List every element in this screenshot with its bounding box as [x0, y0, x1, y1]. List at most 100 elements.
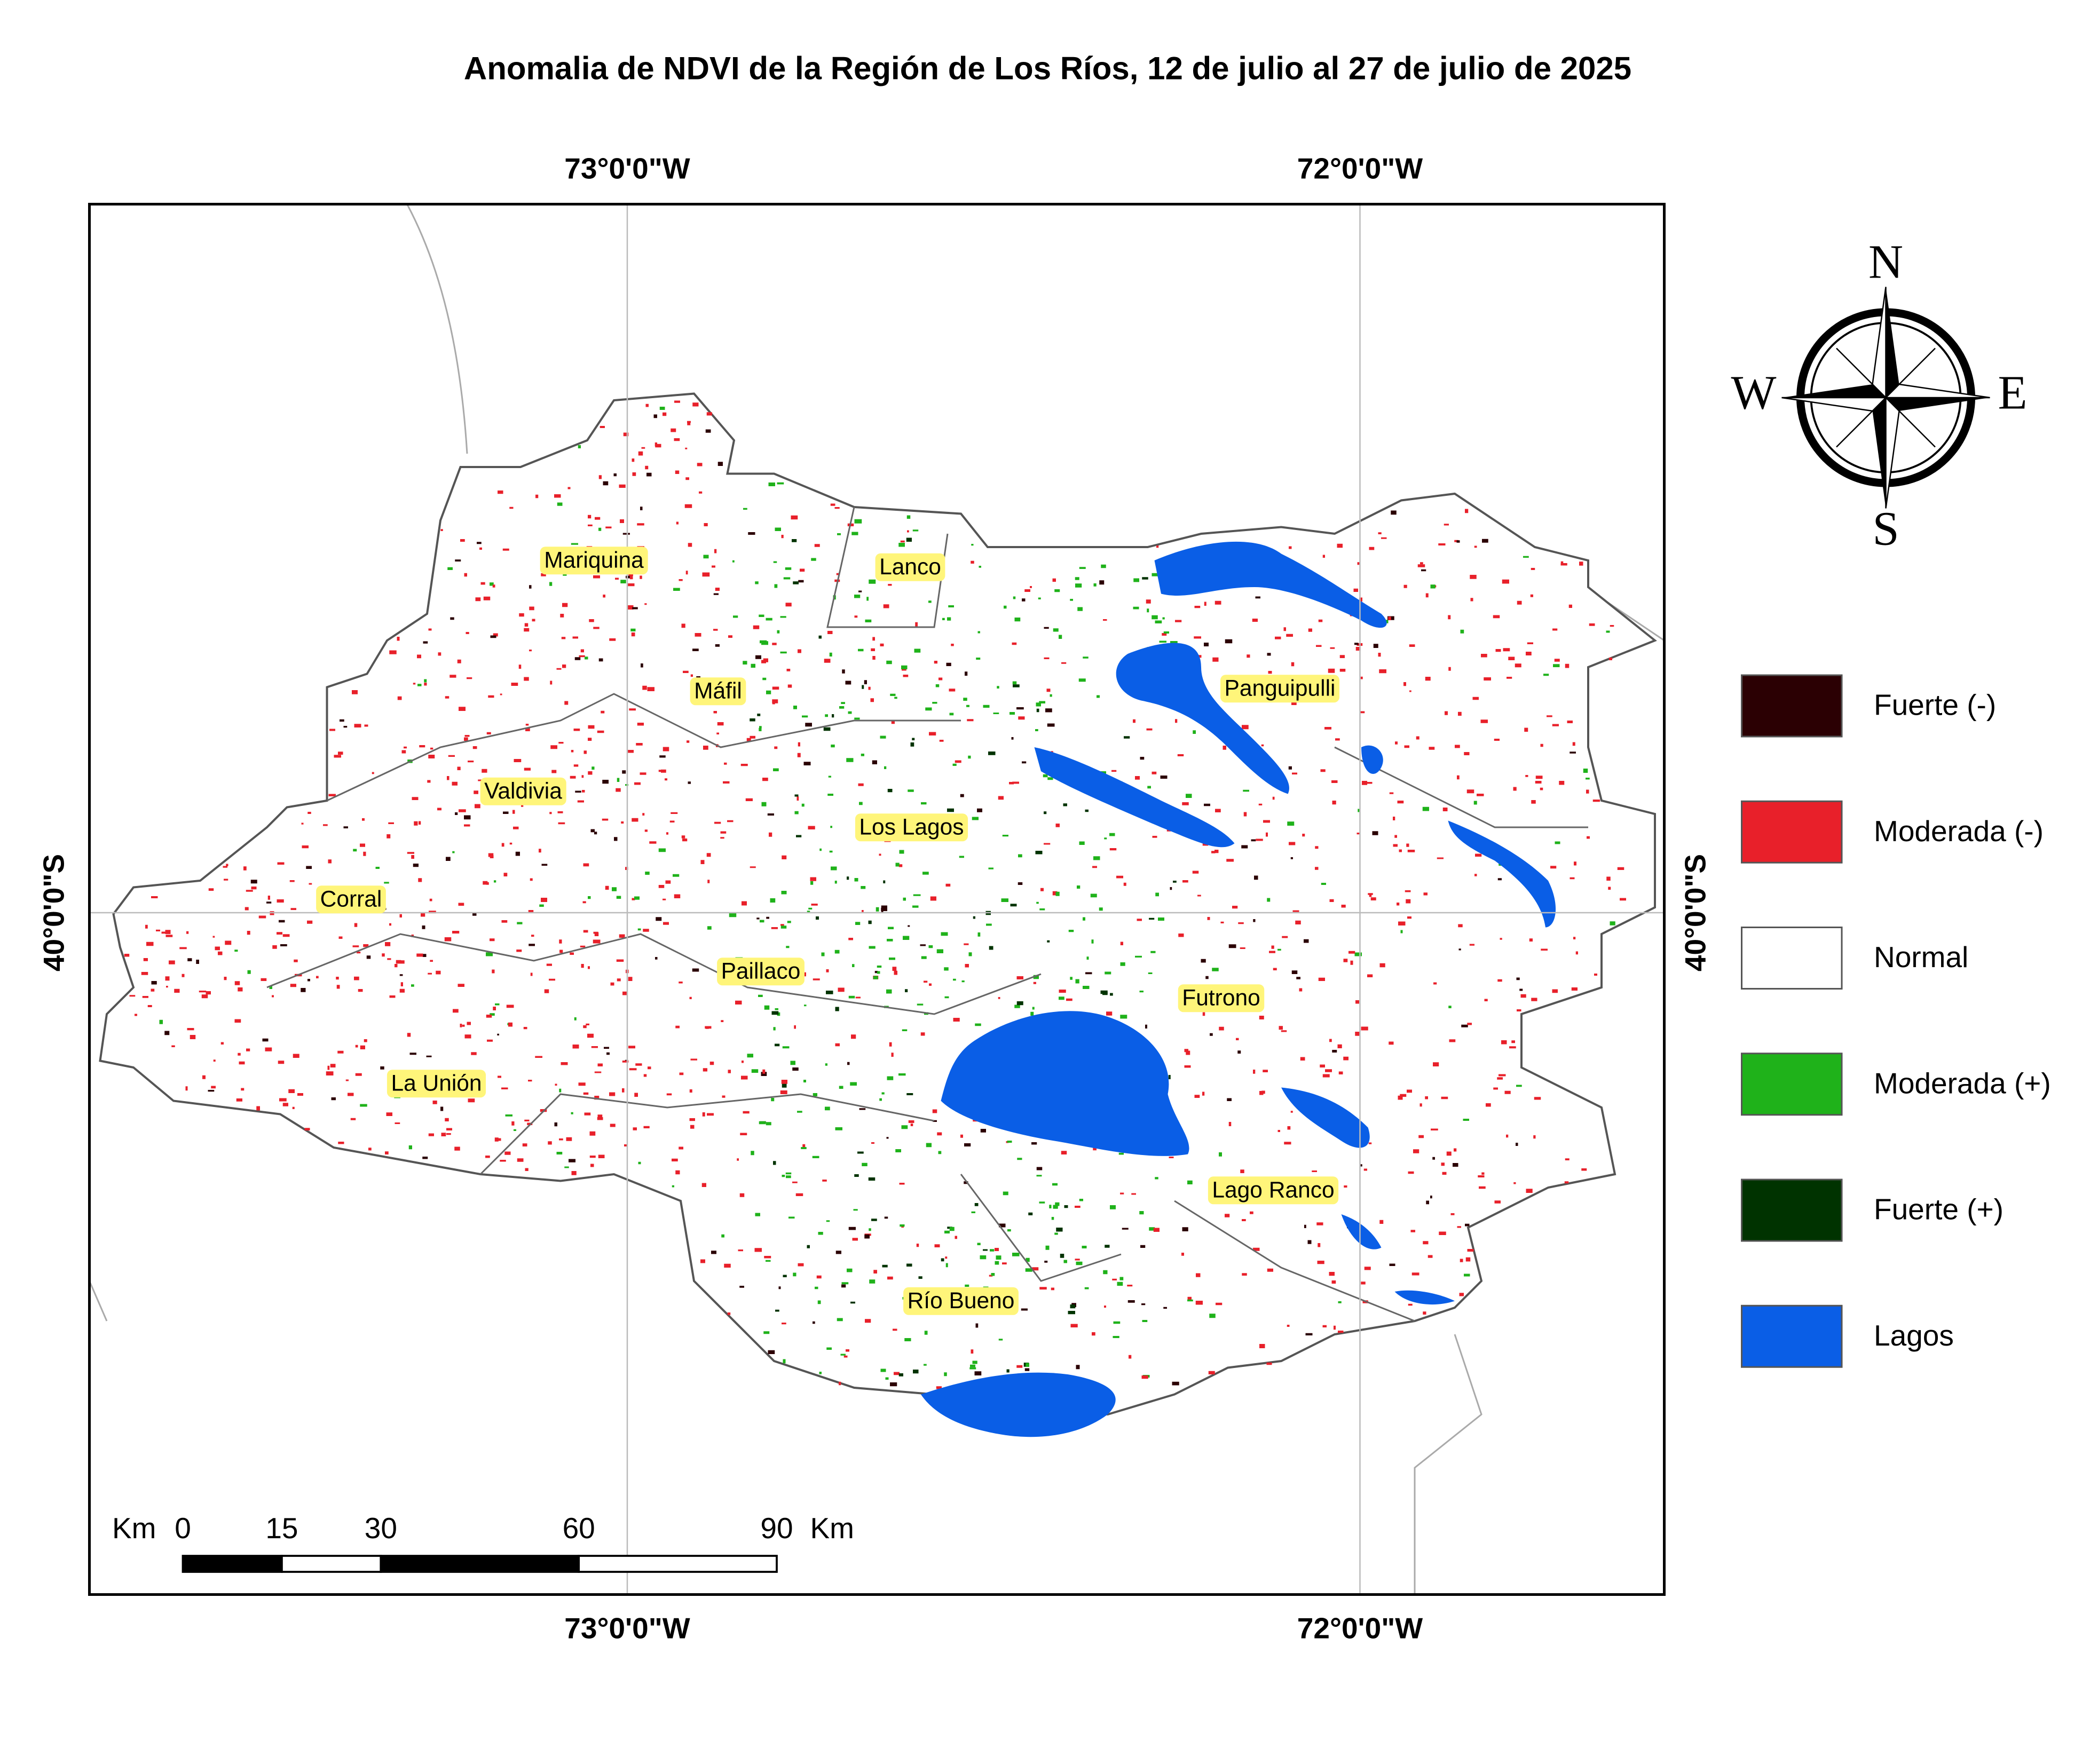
- anomaly-pixel: [454, 1146, 460, 1151]
- place-label-bg: [480, 777, 566, 805]
- anomaly-pixel: [1454, 540, 1458, 542]
- anomaly-pixel: [1446, 1151, 1452, 1156]
- anomaly-pixel: [1507, 677, 1512, 679]
- anomaly-pixel: [1442, 1172, 1447, 1175]
- anomaly-pixel: [622, 533, 630, 535]
- anomaly-pixel: [857, 1151, 864, 1154]
- anomaly-pixel: [483, 881, 488, 885]
- anomaly-pixel: [926, 1143, 932, 1148]
- anomaly-pixel: [446, 857, 451, 861]
- anomaly-pixel: [1016, 1001, 1023, 1006]
- anomaly-pixel: [609, 638, 616, 641]
- anomaly-pixel: [1076, 1261, 1083, 1265]
- anomaly-pixel: [1021, 1308, 1028, 1311]
- anomaly-pixel: [1473, 801, 1477, 805]
- anomaly-pixel: [928, 945, 933, 948]
- anomaly-pixel: [880, 643, 884, 646]
- anomaly-pixel: [944, 1230, 950, 1233]
- anomaly-pixel: [837, 533, 841, 535]
- anomaly-pixel: [1219, 1152, 1222, 1157]
- anomaly-pixel: [793, 706, 797, 709]
- anomaly-pixel: [1182, 1227, 1188, 1231]
- anomaly-pixel: [839, 1381, 841, 1386]
- scale-tick-label: 30: [365, 1512, 397, 1545]
- anomaly-pixel: [1120, 1015, 1127, 1019]
- anomaly-pixel: [793, 581, 799, 584]
- anomaly-pixel: [1267, 1268, 1273, 1272]
- anomaly-pixel: [714, 821, 721, 824]
- anomaly-pixel: [778, 1286, 781, 1290]
- anomaly-pixel: [720, 837, 724, 839]
- anomaly-pixel: [1531, 998, 1537, 1001]
- anomaly-pixel: [1318, 977, 1325, 981]
- anomaly-pixel: [827, 794, 833, 796]
- anomaly-pixel: [328, 859, 332, 864]
- anomaly-pixel: [645, 465, 649, 470]
- anomaly-pixel: [1288, 766, 1292, 770]
- anomaly-pixel: [924, 1331, 928, 1335]
- anomaly-pixel: [615, 578, 619, 580]
- anomaly-pixel: [1370, 897, 1376, 900]
- anomaly-pixel: [846, 1349, 849, 1352]
- anomaly-pixel: [601, 710, 605, 714]
- anomaly-pixel: [1116, 875, 1123, 879]
- anomaly-pixel: [1456, 540, 1460, 543]
- anomaly-pixel: [1169, 1157, 1174, 1158]
- anomaly-pixel: [1570, 752, 1576, 754]
- legend-label: Lagos: [1874, 1319, 1954, 1352]
- anomaly-pixel: [929, 732, 936, 735]
- anomaly-pixel: [727, 820, 734, 822]
- anomaly-pixel: [881, 907, 887, 911]
- anomaly-pixel: [840, 1354, 846, 1356]
- anomaly-pixel: [1017, 1158, 1022, 1160]
- anomaly-pixel: [620, 519, 624, 523]
- anomaly-pixel: [756, 917, 760, 920]
- anomaly-pixel: [637, 723, 644, 726]
- anomaly-pixel: [891, 1053, 894, 1057]
- anomaly-pixel: [1031, 1142, 1037, 1145]
- anomaly-pixel: [488, 853, 494, 857]
- anomaly-pixel: [1018, 882, 1023, 885]
- anomaly-pixel: [397, 696, 402, 700]
- anomaly-pixel: [550, 681, 553, 685]
- anomaly-pixel: [1223, 746, 1226, 750]
- anomaly-pixel: [1448, 615, 1451, 620]
- anomaly-pixel: [803, 1080, 806, 1082]
- anomaly-pixel: [1083, 917, 1085, 921]
- anomaly-pixel: [1039, 1201, 1045, 1204]
- anomaly-pixel: [1416, 736, 1419, 740]
- anomaly-pixel: [464, 735, 470, 737]
- anomaly-pixel: [717, 462, 723, 466]
- anomaly-pixel: [949, 713, 954, 716]
- anomaly-pixel: [732, 560, 735, 563]
- anomaly-pixel: [595, 517, 601, 520]
- anomaly-pixel: [1391, 510, 1397, 515]
- anomaly-pixel: [185, 1086, 188, 1091]
- anomaly-pixel: [208, 888, 214, 891]
- anomaly-pixel: [821, 952, 825, 956]
- anomaly-pixel: [1141, 1375, 1148, 1379]
- anomaly-pixel: [399, 988, 405, 993]
- anomaly-pixel: [1552, 628, 1558, 631]
- anomaly-pixel: [848, 711, 852, 714]
- anomaly-pixel: [847, 1268, 853, 1272]
- anomaly-pixel: [482, 769, 487, 773]
- anomaly-pixel: [448, 755, 455, 757]
- anomaly-pixel: [513, 826, 519, 829]
- anomaly-pixel: [506, 1004, 514, 1008]
- anomaly-pixel: [1277, 1130, 1280, 1132]
- anomaly-pixel: [910, 742, 914, 747]
- anomaly-pixel: [1284, 1142, 1291, 1145]
- anomaly-pixel: [939, 677, 943, 681]
- anomaly-pixel: [632, 898, 635, 900]
- anomaly-pixel: [1145, 1024, 1147, 1029]
- anomaly-pixel: [1438, 543, 1446, 546]
- anomaly-pixel: [764, 1005, 770, 1010]
- anomaly-pixel: [523, 1027, 527, 1030]
- anomaly-pixel: [796, 835, 802, 837]
- anomaly-pixel: [1400, 930, 1403, 934]
- anomaly-pixel: [688, 543, 692, 547]
- anomaly-pixel: [419, 745, 425, 748]
- anomaly-pixel: [861, 886, 866, 889]
- anomaly-pixel: [690, 1125, 695, 1129]
